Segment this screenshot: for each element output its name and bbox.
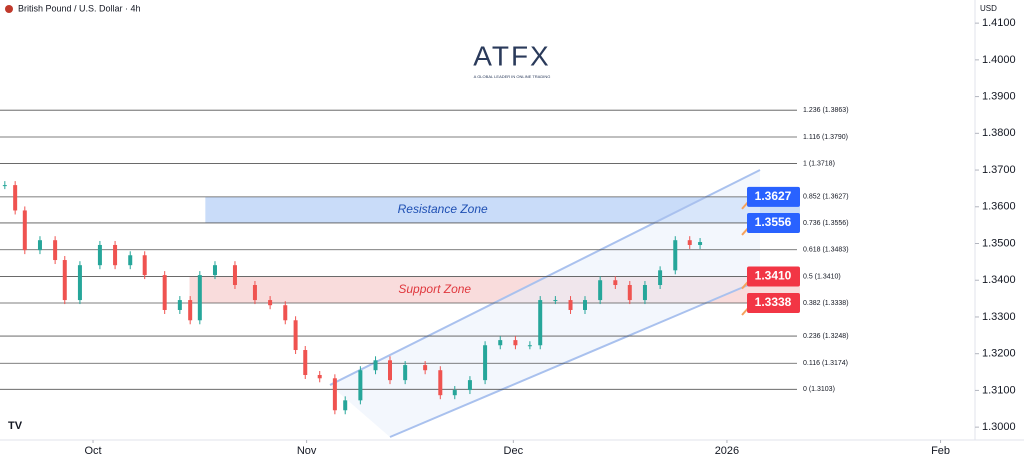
candle [627,285,632,301]
channel-lower [389,279,761,438]
zone-label: Resistance Zone [398,202,488,216]
y-tick-label: 1.3700 [982,164,1016,176]
candle [232,265,237,286]
candle [388,360,392,381]
candle [613,280,618,286]
fib-label: 0.852 (1.3627) [803,194,849,201]
candle [658,270,663,286]
candle [598,280,603,301]
candle [197,275,202,321]
candle [177,300,182,310]
y-tick-label: 1.3400 [982,274,1016,286]
candle [568,300,573,310]
candle [2,185,7,187]
candle [142,255,147,276]
candle [527,345,532,347]
candle [642,285,647,301]
zone-label: Support Zone [398,282,471,296]
candle [687,240,692,245]
y-tick-label: 1.3200 [982,348,1016,360]
candle [538,300,543,346]
x-tick-label: Feb [931,445,950,457]
candle [452,390,457,396]
candle [483,345,488,381]
chart-title: British Pound / U.S. Dollar · 4h [18,3,141,13]
candle [62,260,67,301]
candle [513,340,518,346]
candle [423,365,428,371]
fib-label: 0.116 (1.3174) [803,360,848,367]
price-tag-label: 1.3410 [755,269,792,283]
fib-label: 0.618 (1.3483) [803,247,849,254]
candle [358,370,363,401]
x-tick-label: Oct [84,445,101,457]
candle [698,242,703,245]
y-tick-label: 1.4000 [982,54,1016,66]
candle [97,244,102,266]
candle [403,365,408,381]
candle [438,370,443,396]
price-tag-label: 1.3556 [755,215,792,229]
fib-label: 0 (1.3103) [803,386,835,393]
candle [268,300,273,306]
candle [22,210,27,251]
y-tick-label: 1.3300 [982,311,1016,323]
candle [373,360,378,371]
price-tag [747,212,800,233]
y-tick-label: 1.3500 [982,237,1016,249]
logo: ATFX [473,40,550,71]
price-tag [747,266,800,287]
x-tick-label: 2026 [715,445,739,457]
channel-upper [329,169,761,386]
fib-label: 1 (1.3718) [803,160,835,167]
y-tick-label: 1.3100 [982,384,1016,396]
candle [77,265,82,301]
y-tick-label: 1.3800 [982,127,1016,139]
price-tag [747,186,800,207]
fib-label: 0.5 (1.3410) [803,273,841,280]
candle [162,275,167,310]
currency: USD [980,4,997,13]
y-tick-label: 1.4100 [982,17,1016,29]
fib-label: 0.236 (1.3248) [803,333,849,340]
fib-label: 1.236 (1.3863) [803,107,849,114]
candle [188,300,193,321]
price-tag-label: 1.3627 [755,189,792,203]
candle [53,240,58,261]
fib-label: 0.736 (1.3556) [803,220,849,227]
candle [128,255,133,266]
candle [293,320,298,351]
x-tick-label: Nov [297,445,317,457]
candle [498,340,503,346]
y-tick-label: 1.3600 [982,201,1016,213]
candle [37,240,42,251]
y-tick-label: 1.3000 [982,421,1016,433]
fib-label: 0.382 (1.3338) [803,300,849,307]
candle [343,400,348,411]
price-tag [747,293,800,314]
candle [13,185,18,211]
candle [252,285,257,301]
y-tick-label: 1.3900 [982,91,1016,103]
logo-tagline: A GLOBAL LEADER IN ONLINE TRADING [474,74,551,79]
channel-fill [330,170,760,437]
candle [553,300,558,302]
candle [317,374,322,379]
candle [467,380,472,391]
candle [212,265,217,276]
candle [113,244,118,266]
candle [283,305,288,321]
candle [583,300,587,310]
candle [332,378,337,411]
symbol-icon [5,5,13,13]
fib-label: 1.116 (1.3790) [803,134,848,141]
candle [303,350,308,375]
candle [673,240,678,271]
price-tag-label: 1.3338 [755,295,792,309]
tv-logo: TV [8,420,23,432]
x-tick-label: Dec [504,445,524,457]
